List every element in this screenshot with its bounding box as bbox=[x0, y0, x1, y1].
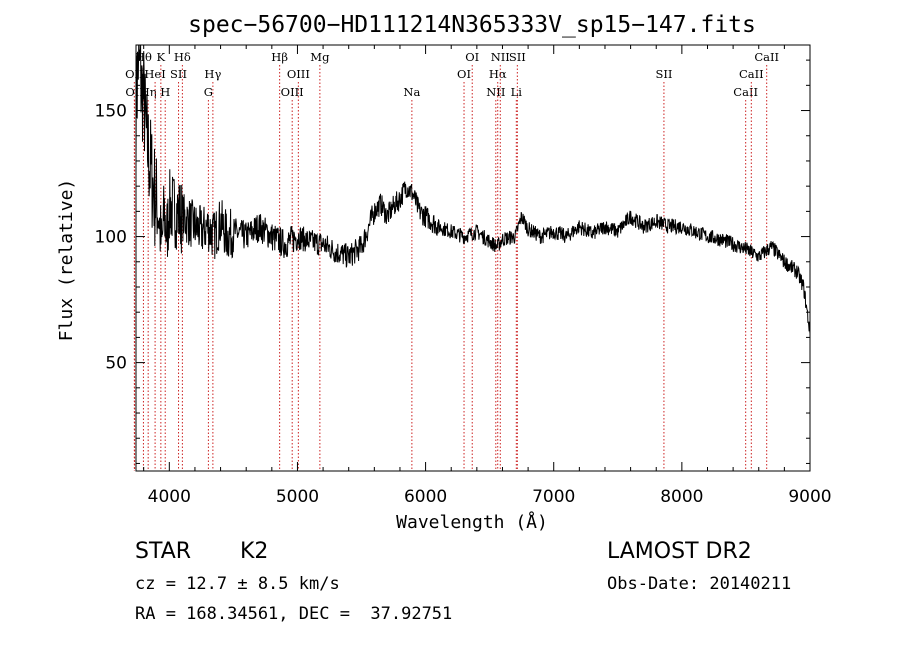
spectral-line-label: SII bbox=[509, 50, 526, 64]
x-tick-label: 7000 bbox=[532, 487, 575, 507]
observation-date: Obs-Date: 20140211 bbox=[607, 574, 792, 594]
object-subclass: K2 bbox=[240, 539, 269, 564]
spectral-line-label: Hα bbox=[489, 67, 507, 81]
spectral-line-label: Li bbox=[511, 85, 523, 99]
y-axis-label: Flux (relative) bbox=[56, 179, 77, 342]
axis-ticks: 4000 5000 6000 7000 8000 9000 50 100 150 bbox=[95, 45, 832, 507]
y-tick-label: 150 bbox=[95, 102, 127, 122]
spectral-line-label: NII bbox=[491, 50, 510, 64]
redshift-value: cz = 12.7 ± 8.5 km/s bbox=[135, 574, 340, 594]
spectral-line-label: OII bbox=[125, 67, 144, 81]
chart-title: spec−56700−HD111214N365333V_sp15−147.fit… bbox=[188, 12, 756, 38]
spectral-line-label: OI bbox=[457, 67, 471, 81]
spectral-line-label: SII bbox=[655, 67, 672, 81]
y-tick-label: 50 bbox=[105, 354, 127, 374]
spectral-line-label: HeI bbox=[144, 67, 165, 81]
object-class: STAR bbox=[135, 539, 192, 564]
spectral-line-label: CaII bbox=[739, 67, 764, 81]
x-tick-label: 9000 bbox=[788, 487, 831, 507]
spectral-line-label: Hδ bbox=[174, 50, 191, 64]
spectral-line-label: OIII bbox=[281, 85, 304, 99]
x-tick-label: 6000 bbox=[404, 487, 447, 507]
plot-frame bbox=[135, 44, 811, 472]
x-tick-label: 5000 bbox=[276, 487, 319, 507]
spectral-line-label: OII bbox=[125, 85, 144, 99]
survey-name: LAMOST DR2 bbox=[607, 539, 752, 564]
spectral-line-label: H bbox=[160, 85, 170, 99]
spectral-line-label: CaII bbox=[733, 85, 758, 99]
x-tick-label: 4000 bbox=[148, 487, 191, 507]
spectral-line-label: K bbox=[157, 50, 166, 64]
coordinates: RA = 168.34561, DEC = 37.92751 bbox=[135, 604, 453, 624]
spectral-line-label: Hγ bbox=[204, 67, 221, 81]
x-axis-label: Wavelength (Å) bbox=[396, 511, 548, 533]
emission-line-markers: OIIOIIHθHηHeIKHSIIHδGHγHβOIIIOIIIMgNaOIO… bbox=[125, 50, 779, 471]
spectral-line-label: CaII bbox=[754, 50, 779, 64]
spectral-line-label: OIII bbox=[287, 67, 310, 81]
x-tick-label: 8000 bbox=[660, 487, 703, 507]
spectral-line-label: NII bbox=[486, 85, 505, 99]
spectral-line-label: SII bbox=[170, 67, 187, 81]
spectral-line-label: Mg bbox=[310, 50, 330, 64]
spectrum-line bbox=[135, 44, 811, 334]
spectral-line-label: OI bbox=[465, 50, 479, 64]
spectral-line-label: Na bbox=[403, 85, 420, 99]
spectral-line-label: Hβ bbox=[271, 50, 288, 64]
spectral-line-label: G bbox=[204, 85, 213, 99]
y-tick-label: 100 bbox=[95, 228, 127, 248]
